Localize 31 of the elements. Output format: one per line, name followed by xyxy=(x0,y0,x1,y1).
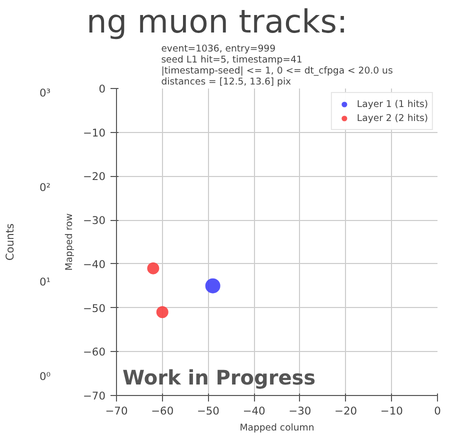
x-tick-label: −20 xyxy=(334,404,358,418)
y-tick-label: 0 xyxy=(98,82,106,96)
text: 0¹ xyxy=(39,276,51,289)
point xyxy=(205,278,220,294)
y-tick-label: −50 xyxy=(83,302,106,315)
y-tick-label: −10 xyxy=(83,126,106,140)
x-tick-label: 0 xyxy=(434,404,442,418)
x-axis-title: Mapped column xyxy=(240,422,314,434)
point xyxy=(156,306,168,318)
text: 0² xyxy=(39,181,51,194)
x-tick-label: −50 xyxy=(196,404,220,418)
x-tick-label: −30 xyxy=(288,404,312,418)
y-tick-label: −40 xyxy=(83,258,106,271)
legend-label: Layer 2 (2 hits) xyxy=(356,112,428,124)
y-tick-label: −30 xyxy=(83,214,106,228)
text: 0³ xyxy=(39,86,51,100)
text: ng muon tracks: xyxy=(86,2,348,40)
point xyxy=(147,262,160,274)
y-axis-title: Mapped row xyxy=(64,213,76,271)
x-tick-label: −40 xyxy=(242,404,266,418)
y-tick-label: −70 xyxy=(83,390,106,402)
legend-label: Layer 1 (1 hits) xyxy=(356,98,428,110)
text: Counts xyxy=(3,222,16,261)
chart-title: event=1036, entry=999 seed L1 hit=5, timestamp=41 |timestamp-seed| <= 1, 0 <= dt_cfpga < 20.0 us distances = [12.5, 13.6] pix xyxy=(161,44,393,88)
x-tick-label: −70 xyxy=(105,404,128,418)
text: 0⁰ xyxy=(39,370,51,384)
x-tick-label: −10 xyxy=(380,404,404,418)
x-tick-label: −60 xyxy=(151,404,174,418)
y-tick-label: −60 xyxy=(83,346,106,359)
annotation: Work in Progress xyxy=(122,366,316,390)
y-tick-label: −20 xyxy=(83,170,106,184)
